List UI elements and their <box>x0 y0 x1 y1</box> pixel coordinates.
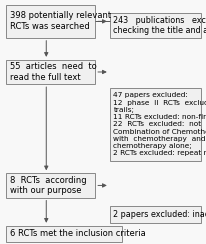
Text: 398 potentially relevant
RCTs was searched: 398 potentially relevant RCTs was search… <box>10 11 111 31</box>
FancyBboxPatch shape <box>6 60 95 84</box>
FancyBboxPatch shape <box>109 13 200 38</box>
FancyBboxPatch shape <box>109 88 200 161</box>
FancyBboxPatch shape <box>6 173 95 198</box>
Text: 243   publications   excluded   by
checking the title and abstract: 243 publications excluded by checking th… <box>113 16 206 35</box>
Text: 8  RCTs  according
with our purpose: 8 RCTs according with our purpose <box>10 176 86 195</box>
Text: 6 RCTs met the inclusion criteria: 6 RCTs met the inclusion criteria <box>10 229 145 238</box>
FancyBboxPatch shape <box>109 206 200 223</box>
Text: 47 papers excluded:
12  phase  II  RCTs  excluded:  single  arm
trails;
11 RCTs : 47 papers excluded: 12 phase II RCTs exc… <box>113 92 206 156</box>
Text: 55  articles  need  to
read the full text: 55 articles need to read the full text <box>10 62 96 82</box>
FancyBboxPatch shape <box>6 226 122 242</box>
FancyBboxPatch shape <box>6 5 95 38</box>
Text: 2 papers excluded: inadequate data: 2 papers excluded: inadequate data <box>113 210 206 219</box>
